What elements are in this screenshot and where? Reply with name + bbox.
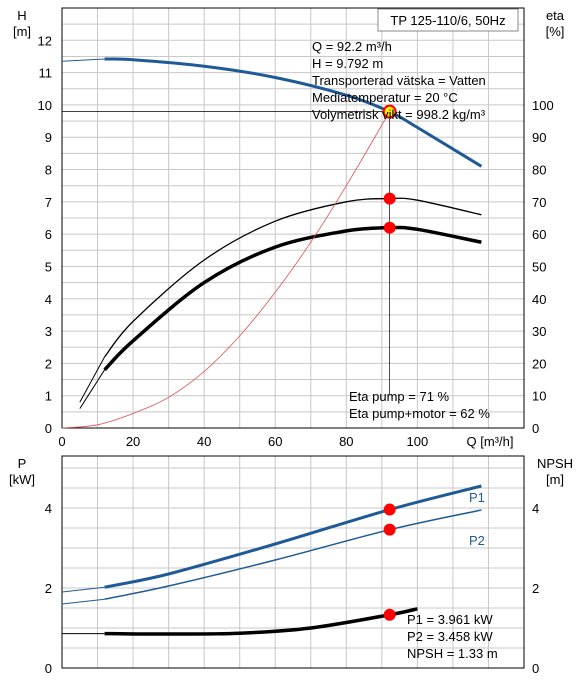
- power-info: P1 = 3.961 kW P2 = 3.458 kW NPSH = 1.33 …: [407, 612, 498, 661]
- top-gridlines: [61, 7, 525, 429]
- y-right-tick-label: 30: [532, 324, 546, 339]
- y-right-tick-label: 70: [532, 195, 546, 210]
- y-right-tick-label: 50: [532, 259, 546, 274]
- op-npsh-marker: [383, 608, 396, 621]
- y-right-tick-label: 10: [532, 389, 546, 404]
- operating-point-info: Q = 92.2 m³/h H = 9.792 m Transporterad …: [312, 39, 486, 122]
- p-tick-label: 4: [45, 501, 52, 516]
- npsh-tick-label: 4: [532, 501, 539, 516]
- y-left-tick-label: 11: [39, 66, 53, 81]
- head-curve: [104, 57, 483, 168]
- y-right-tick-label: 0: [532, 421, 539, 436]
- top-plot-frame: [61, 7, 525, 429]
- p-tick-label: 2: [45, 581, 52, 596]
- x-tick-label: 100: [407, 434, 429, 449]
- x-tick-label: 20: [126, 434, 140, 449]
- y-left-tick-label: 3: [45, 324, 52, 339]
- eta-pump-text: Eta pump = 71 %: [349, 389, 450, 404]
- bottom-y-right-label-2: [m]: [546, 472, 564, 487]
- y-left-tick-label: 1: [45, 389, 52, 404]
- npsh-value-text: NPSH = 1.33 m: [407, 646, 498, 661]
- eta-pump-curve: [104, 197, 482, 358]
- p1-curve: [104, 484, 482, 589]
- bottom-y-right-tick-labels: 0 2 4: [532, 501, 539, 676]
- top-y-left-label-1: H: [17, 8, 26, 23]
- y-left-tick-label: 9: [45, 130, 52, 145]
- p2-value-text: P2 = 3.458 kW: [407, 629, 493, 644]
- y-left-tick-label: 7: [45, 195, 52, 210]
- op-p1-marker: [383, 503, 396, 516]
- bottom-plot-frame: [61, 455, 525, 669]
- y-left-tick-label: 2: [45, 356, 52, 371]
- p2-curve: [104, 509, 482, 600]
- top-x-tick-labels: 0 20 40 60 80 100: [58, 434, 428, 449]
- info-h: H = 9.792 m: [312, 56, 383, 71]
- title-box: [377, 8, 519, 32]
- y-left-tick-label: 5: [45, 259, 52, 274]
- npsh-curve: [104, 607, 418, 636]
- y-right-tick-label: 100: [532, 98, 554, 113]
- op-p2-marker: [383, 523, 396, 536]
- p2-curve-label: P2: [469, 533, 485, 548]
- npsh-tick-label: 0: [532, 661, 539, 676]
- op-eta-total-marker: [383, 221, 396, 234]
- bottom-y-left-tick-labels: 0 2 4: [45, 501, 52, 676]
- y-left-tick-label: 4: [45, 292, 52, 307]
- bottom-y-right-label-1: NPSH: [537, 456, 573, 471]
- top-y-left-label-2: [m]: [13, 24, 31, 39]
- y-right-tick-label: 80: [532, 163, 546, 178]
- system-curve: [61, 111, 391, 429]
- info-temp: Mediatemperatur = 20 °C: [312, 90, 458, 105]
- y-right-tick-label: 60: [532, 227, 546, 242]
- top-y-right-label-2: [%]: [546, 24, 565, 39]
- npsh-tick-label: 2: [532, 581, 539, 596]
- eta-pump-curve-extension: [79, 356, 106, 403]
- bottom-series: [61, 484, 482, 636]
- x-tick-label: 80: [339, 434, 353, 449]
- top-y-right-tick-labels: 0 10 20 30 40 50 60 70 80 90 100: [532, 98, 554, 436]
- eta-total-curve: [103, 225, 482, 372]
- op-head-marker: [382, 104, 397, 119]
- head-curve-extension: [61, 58, 105, 62]
- top-x-label: Q [m³/h]: [467, 434, 514, 449]
- top-y-right-label-1: eta: [546, 8, 565, 23]
- y-left-tick-label: 10: [38, 98, 52, 113]
- y-right-tick-label: 20: [532, 356, 546, 371]
- p-tick-label: 0: [45, 661, 52, 676]
- x-tick-label: 40: [197, 434, 211, 449]
- x-tick-label: 60: [268, 434, 282, 449]
- p1-curve-label: P1: [469, 490, 485, 505]
- eta-total-curve-extension: [79, 369, 106, 409]
- y-right-tick-label: 90: [532, 130, 546, 145]
- x-tick-label: 0: [58, 434, 65, 449]
- y-left-tick-label: 8: [45, 163, 52, 178]
- eta-total-text: Eta pump+motor = 62 %: [349, 406, 490, 421]
- y-left-tick-label: 0: [45, 421, 52, 436]
- y-left-tick-label: 6: [45, 227, 52, 242]
- y-right-tick-label: 40: [532, 292, 546, 307]
- p1-curve-extension: [61, 586, 105, 593]
- info-liquid: Transporterad vätska = Vatten: [312, 73, 486, 88]
- info-density: Volymetrisk vikt = 998.2 kg/m³: [312, 107, 486, 122]
- p2-curve-extension: [61, 598, 105, 605]
- info-q: Q = 92.2 m³/h: [312, 39, 392, 54]
- eta-info: Eta pump = 71 % Eta pump+motor = 62 %: [349, 389, 490, 421]
- op-eta-pump-marker: [383, 192, 396, 205]
- bottom-y-left-label-1: P: [18, 456, 27, 471]
- y-left-tick-label: 12: [38, 33, 52, 48]
- top-series: [61, 57, 483, 429]
- chart-title: TP 125-110/6, 50Hz: [390, 13, 505, 28]
- p1-value-text: P1 = 3.961 kW: [407, 612, 493, 627]
- bottom-y-left-label-2: [kW]: [9, 472, 35, 487]
